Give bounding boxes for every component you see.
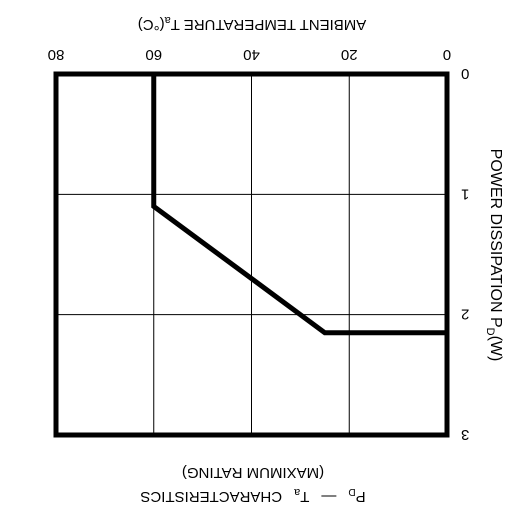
y-axis-label-unit: (W) (487, 336, 504, 362)
title-ta-sub: a (293, 486, 300, 498)
x-tick-label: 0 (443, 46, 451, 63)
y-axis-label: POWER DISSIPATION PD(W) (484, 149, 504, 362)
x-axis-label-unit: (°C) (138, 16, 165, 33)
x-tick-labels: 0 20 40 60 80 (48, 46, 452, 63)
title-pd: P (356, 488, 366, 505)
title-rest: CHARACTERISTICS (140, 488, 282, 505)
title-ta: T (300, 488, 309, 505)
y-tick-label: 1 (461, 185, 469, 202)
y-tick-label: 2 (461, 306, 469, 323)
title-dash: — (321, 488, 336, 505)
x-axis-label: AMBIENT TEMPERATURE Ta(°C) (138, 14, 367, 33)
chart-title: PD — Ta CHARACTERISTICS (140, 486, 365, 505)
y-tick-label: 3 (461, 426, 469, 443)
x-axis-label-sub: a (164, 14, 171, 26)
x-tick-label: 80 (48, 46, 65, 63)
grid (56, 74, 447, 435)
x-tick-label: 60 (145, 46, 162, 63)
y-axis-label-main: POWER DISSIPATION P (487, 149, 504, 328)
x-tick-label: 20 (341, 46, 358, 63)
y-axis-label-sub: D (484, 328, 496, 336)
chart-subtitle: (MAXIMUM RATING) (182, 464, 324, 481)
title-pd-sub: D (348, 486, 355, 497)
y-tick-label: 0 (461, 65, 469, 82)
x-tick-label: 40 (243, 46, 260, 63)
plot-frame (53, 71, 450, 438)
x-axis-label-main: AMBIENT TEMPERATURE T (171, 16, 367, 33)
y-tick-labels: 0 1 2 3 (461, 65, 469, 443)
pd-ta-curve (151, 74, 447, 336)
